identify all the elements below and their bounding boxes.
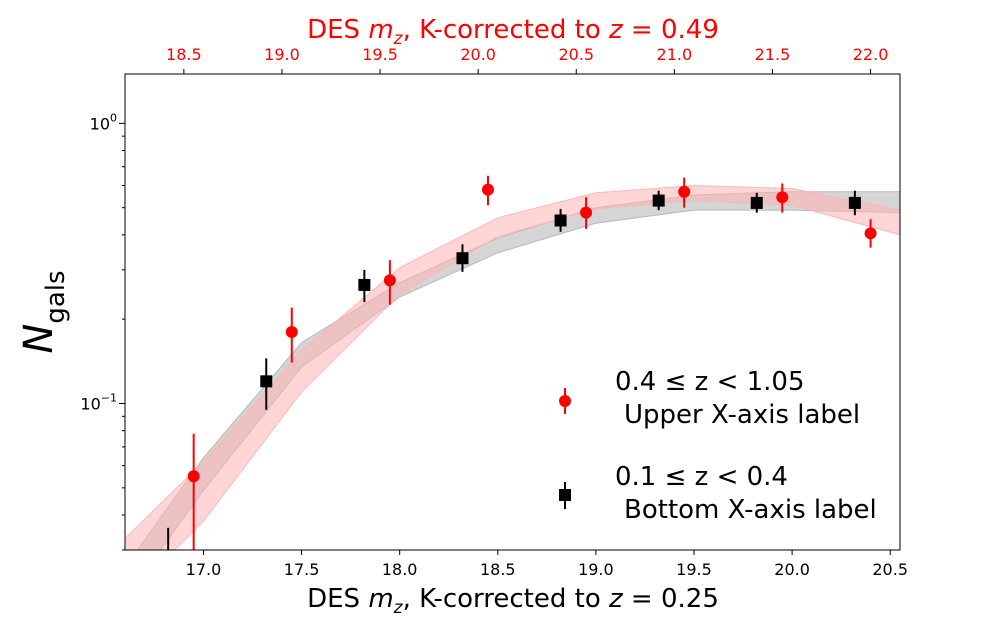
x-top-tick-label: 20.5 <box>558 45 594 64</box>
legend-label-bottom-line1: 0.1 ≤ z < 0.4 <box>615 462 788 492</box>
x-top-tick-label: 19.0 <box>264 45 300 64</box>
y-axis-label: Ngals <box>16 270 71 353</box>
x-axis-top-label: DES mz, K-corrected to z = 0.49 <box>307 15 719 49</box>
data-point-circle <box>864 227 877 240</box>
data-point-square <box>848 196 861 209</box>
x-bottom-tick-label: 18.0 <box>382 560 418 579</box>
x-bottom-tick-label: 17.5 <box>284 560 320 579</box>
x-axis-bottom-label: DES mz, K-corrected to z = 0.25 <box>307 584 719 618</box>
x-top-tick-label: 21.0 <box>657 45 693 64</box>
data-point-circle <box>383 274 396 287</box>
legend-marker-circle <box>559 395 571 407</box>
x-top-tick-label: 18.5 <box>166 45 202 64</box>
data-point-circle <box>678 185 691 198</box>
data-point-circle <box>776 191 789 204</box>
data-point-square <box>358 278 371 291</box>
legend-marker-square <box>559 489 571 501</box>
x-top-tick-label: 22.0 <box>853 45 889 64</box>
data-point-square <box>652 194 665 207</box>
data-point-circle <box>580 206 593 219</box>
data-point-square <box>260 375 273 388</box>
legend-label-bottom-line2: Bottom X-axis label <box>624 495 877 525</box>
x-bottom-tick-label: 17.0 <box>186 560 222 579</box>
data-point-circle <box>481 183 494 196</box>
axis-ticks: 17.0 17.5 18.0 18.5 19.0 19.5 20.0 20.5 18.5 19.0… <box>80 45 908 579</box>
data-point-square <box>750 196 763 209</box>
legend: 0.4 ≤ z < 1.05 Upper X-axis label 0.1 ≤ … <box>559 367 877 525</box>
band-circle <box>125 184 900 550</box>
legend-entry-upper: 0.4 ≤ z < 1.05 Upper X-axis label <box>559 367 860 430</box>
x-bottom-tick-label: 19.5 <box>676 560 712 579</box>
plot-frame <box>124 73 901 551</box>
x-top-tick-label: 20.0 <box>460 45 496 64</box>
data-markers <box>187 183 877 483</box>
data-point-square <box>456 252 469 265</box>
x-bottom-tick-label: 19.0 <box>578 560 614 579</box>
confidence-bands <box>125 184 900 550</box>
x-bottom-tick-label: 20.5 <box>872 560 908 579</box>
legend-label-upper-line1: 0.4 ≤ z < 1.05 <box>615 367 805 397</box>
data-point-circle <box>285 325 298 338</box>
x-top-tick-label: 19.5 <box>362 45 398 64</box>
legend-label-upper-line2: Upper X-axis label <box>624 400 860 430</box>
data-point-square <box>554 214 567 227</box>
x-bottom-tick-label: 18.5 <box>480 560 516 579</box>
data-point-circle <box>187 470 200 483</box>
y-tick-label: 10−1 <box>80 392 117 414</box>
x-bottom-tick-label: 20.0 <box>774 560 810 579</box>
x-top-tick-label: 21.5 <box>755 45 791 64</box>
legend-entry-bottom: 0.1 ≤ z < 0.4 Bottom X-axis label <box>559 462 877 525</box>
y-tick-label: 100 <box>90 111 117 133</box>
